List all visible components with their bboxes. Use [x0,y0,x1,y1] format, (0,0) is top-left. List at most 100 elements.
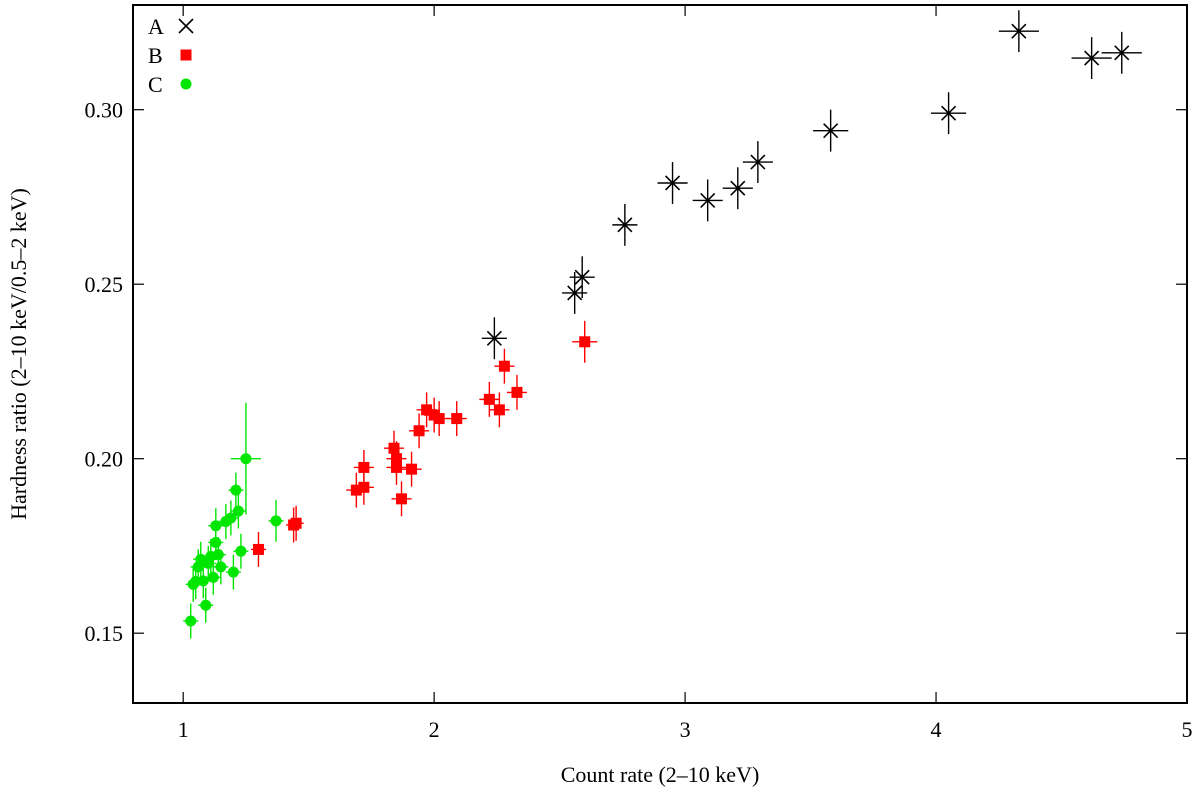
y-axis-label: Hardness ratio (2–10 keV/0.5–2 keV) [6,188,31,520]
marker-stroke [730,180,746,196]
point-marker [486,330,502,346]
x-tick-label: 3 [680,717,691,742]
point-marker [451,413,463,425]
point-marker [207,571,219,583]
point-marker [664,175,681,191]
point-marker [227,566,239,578]
point-marker [700,192,716,209]
data-point-a [931,92,967,135]
data-point-c [205,559,221,595]
point-marker [730,180,746,196]
data-point-b [429,401,450,437]
point-marker [1114,45,1130,61]
data-point-b [250,531,267,567]
data-point-c [198,587,214,623]
data-point-a [612,203,638,246]
marker-stroke [1114,45,1130,61]
data-point-c [213,549,229,585]
plot-frame [132,4,1188,704]
data-point-b [288,505,304,541]
legend-marker [180,78,192,90]
marker-stroke [567,285,583,301]
point-marker [421,404,433,416]
x-axis-label: Count rate (2–10 keV) [561,762,760,787]
data-point-c [268,499,284,542]
point-marker [185,615,197,627]
y-tick-label: 0.30 [85,98,124,123]
point-marker [235,545,247,557]
data-point-c [225,554,241,590]
data-point-b [353,469,374,505]
point-marker [567,285,583,301]
point-marker [358,481,370,493]
marker-stroke [486,330,502,346]
point-marker [215,561,227,573]
data-point-b [572,320,598,363]
y-tick-label: 0.15 [85,621,124,646]
marker-stroke [750,154,766,170]
data-point-b [489,392,510,428]
point-marker [574,269,590,285]
data-point-a [481,317,507,360]
data-point-b [386,449,407,485]
point-marker [270,515,282,527]
point-marker [1084,50,1100,66]
point-marker [406,463,418,475]
data-point-b [409,413,430,449]
point-marker [750,154,766,170]
data-point-b [494,348,515,384]
series-b [250,320,598,567]
point-marker [290,517,302,529]
point-marker [493,404,505,416]
data-point-a [1071,37,1112,79]
point-marker [210,520,222,532]
legend-marker [178,18,194,34]
legend-item-a: A [148,14,194,39]
data-point-b [401,451,422,487]
data-point-a [722,167,753,210]
point-marker [230,484,242,496]
point-marker [391,461,402,473]
y-tick-label: 0.20 [85,447,124,472]
legend-marker [180,49,192,61]
point-marker [225,512,237,524]
x-tick-label: 1 [178,717,189,742]
point-marker [941,105,957,121]
point-marker [433,413,445,425]
axis-ticks: 1 2 3 4 5 0.15 0.20 0.25 0.30 [85,5,1193,742]
data-point-c [233,533,249,569]
series-a [481,10,1142,360]
marker-stroke [178,18,194,34]
series-c [183,402,284,639]
x-tick-label: 2 [429,717,440,742]
y-tick-label: 0.25 [85,272,124,297]
data-point-a [562,271,588,314]
data-point-a [813,109,849,152]
data-point-c [183,603,199,639]
legend-label: C [148,72,163,97]
data-point-b [479,381,500,417]
marker-stroke [941,105,957,121]
data-point-c [208,508,224,544]
data-point-c [223,500,239,536]
data-point-a [569,256,595,299]
marker-stroke [1084,50,1100,66]
point-marker [358,461,370,473]
point-marker [511,386,523,398]
legend: ABC [148,14,194,97]
point-marker [388,442,400,454]
point-marker [232,505,244,517]
point-marker [350,484,362,496]
marker-stroke [617,217,633,233]
legend-item-b: B [148,43,192,68]
data-point-a [998,10,1039,53]
marker-stroke [700,192,716,209]
data-point-a [657,162,688,204]
marker-stroke [823,123,839,139]
x-tick-label: 4 [931,717,942,742]
x-tick-label: 5 [1182,717,1193,742]
marker-stroke [574,269,590,285]
data-point-a [742,141,773,183]
